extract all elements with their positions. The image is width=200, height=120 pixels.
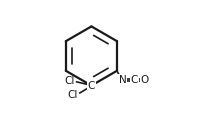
- Text: Cl: Cl: [65, 76, 75, 86]
- Text: C: C: [88, 81, 95, 91]
- Text: C: C: [130, 75, 138, 85]
- Text: N: N: [119, 75, 126, 85]
- Text: Cl: Cl: [68, 90, 78, 100]
- Text: O: O: [141, 75, 149, 85]
